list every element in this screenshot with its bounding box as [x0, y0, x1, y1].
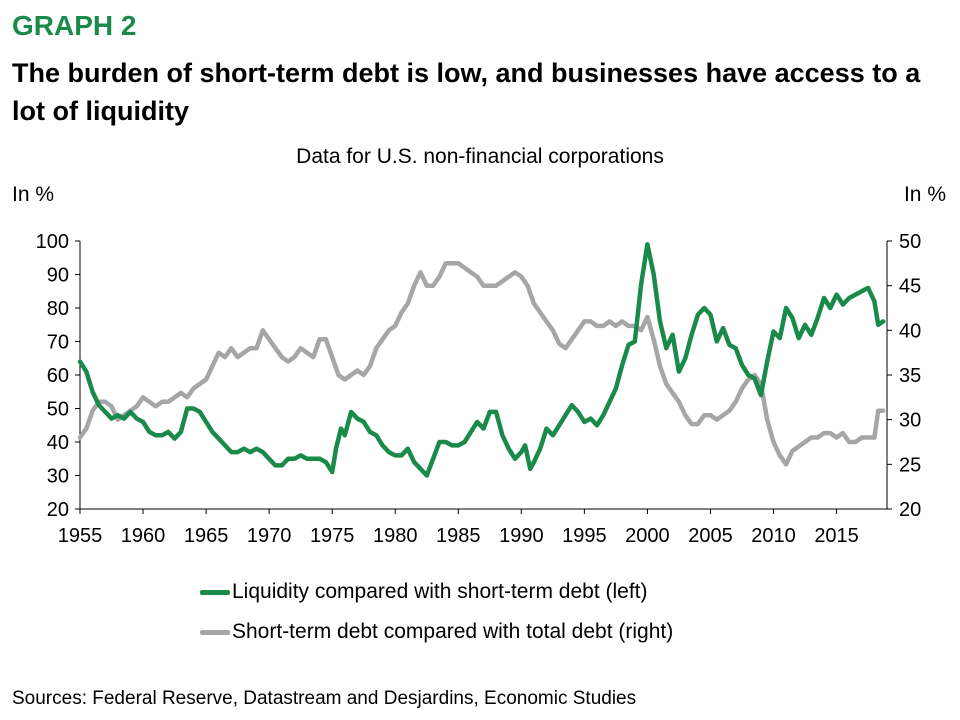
- left-tick-label: 50: [47, 399, 69, 421]
- x-tick-label: 1990: [499, 525, 544, 547]
- x-tick-label: 2005: [688, 525, 733, 547]
- chart-series: [77, 242, 886, 478]
- legend-swatch-short-term-debt: [200, 629, 230, 635]
- x-tick-label: 1960: [121, 525, 166, 547]
- series-line-liquidity: [77, 242, 886, 478]
- x-tick-label: 1985: [436, 525, 481, 547]
- left-tick-label: 80: [47, 298, 69, 320]
- right-tick-label: 30: [899, 410, 921, 432]
- right-tick-label: 25: [899, 454, 921, 476]
- x-tick-label: 1975: [310, 525, 355, 547]
- series-line-short-term-debt: [77, 261, 886, 467]
- left-tick-label: 30: [47, 466, 69, 488]
- right-tick-label: 20: [899, 499, 921, 521]
- x-tick-label: 1970: [247, 525, 292, 547]
- right-tick-label: 40: [899, 320, 921, 342]
- x-tick-label: 1955: [58, 525, 103, 547]
- x-tick-label: 2010: [751, 525, 796, 547]
- x-tick-label: 2015: [814, 525, 859, 547]
- left-tick-label: 60: [47, 365, 69, 387]
- right-axis-unit-label: In %: [903, 183, 946, 206]
- right-tick-label: 45: [899, 276, 921, 298]
- left-axis-unit-label: In %: [12, 183, 55, 206]
- right-tick-label: 50: [899, 231, 921, 253]
- x-tick-label: 1965: [184, 525, 229, 547]
- right-tick-label: 35: [899, 365, 921, 387]
- legend-entry-liquidity: Liquidity compared with short-term debt …: [200, 572, 673, 612]
- graph-number-label: GRAPH 2: [12, 10, 137, 41]
- left-tick-label: 90: [47, 265, 69, 287]
- chart-subtitle: Data for U.S. non-financial corporations: [296, 145, 664, 168]
- x-tick-label: 2000: [625, 525, 670, 547]
- left-tick-label: 20: [47, 499, 69, 521]
- chart-legend: Liquidity compared with short-term debt …: [200, 572, 673, 652]
- legend-label-liquidity: Liquidity compared with short-term debt …: [232, 580, 648, 603]
- x-tick-label: 1980: [373, 525, 418, 547]
- chart-title: The burden of short-term debt is low, an…: [12, 58, 921, 126]
- left-tick-label: 70: [47, 332, 69, 354]
- legend-swatch-liquidity: [200, 589, 230, 595]
- left-tick-label: 100: [36, 231, 69, 253]
- sources-note: Sources: Federal Reserve, Datastream and…: [12, 688, 637, 709]
- legend-entry-short-term-debt: Short-term debt compared with total debt…: [200, 612, 673, 652]
- legend-label-short-term-debt: Short-term debt compared with total debt…: [232, 620, 674, 643]
- chart-axes: 20 30 40 50 60 70 80 90 100 20 25 30 35 40 45 50 1955 196…: [36, 231, 922, 547]
- x-tick-label: 1995: [562, 525, 607, 547]
- left-tick-label: 40: [47, 432, 69, 454]
